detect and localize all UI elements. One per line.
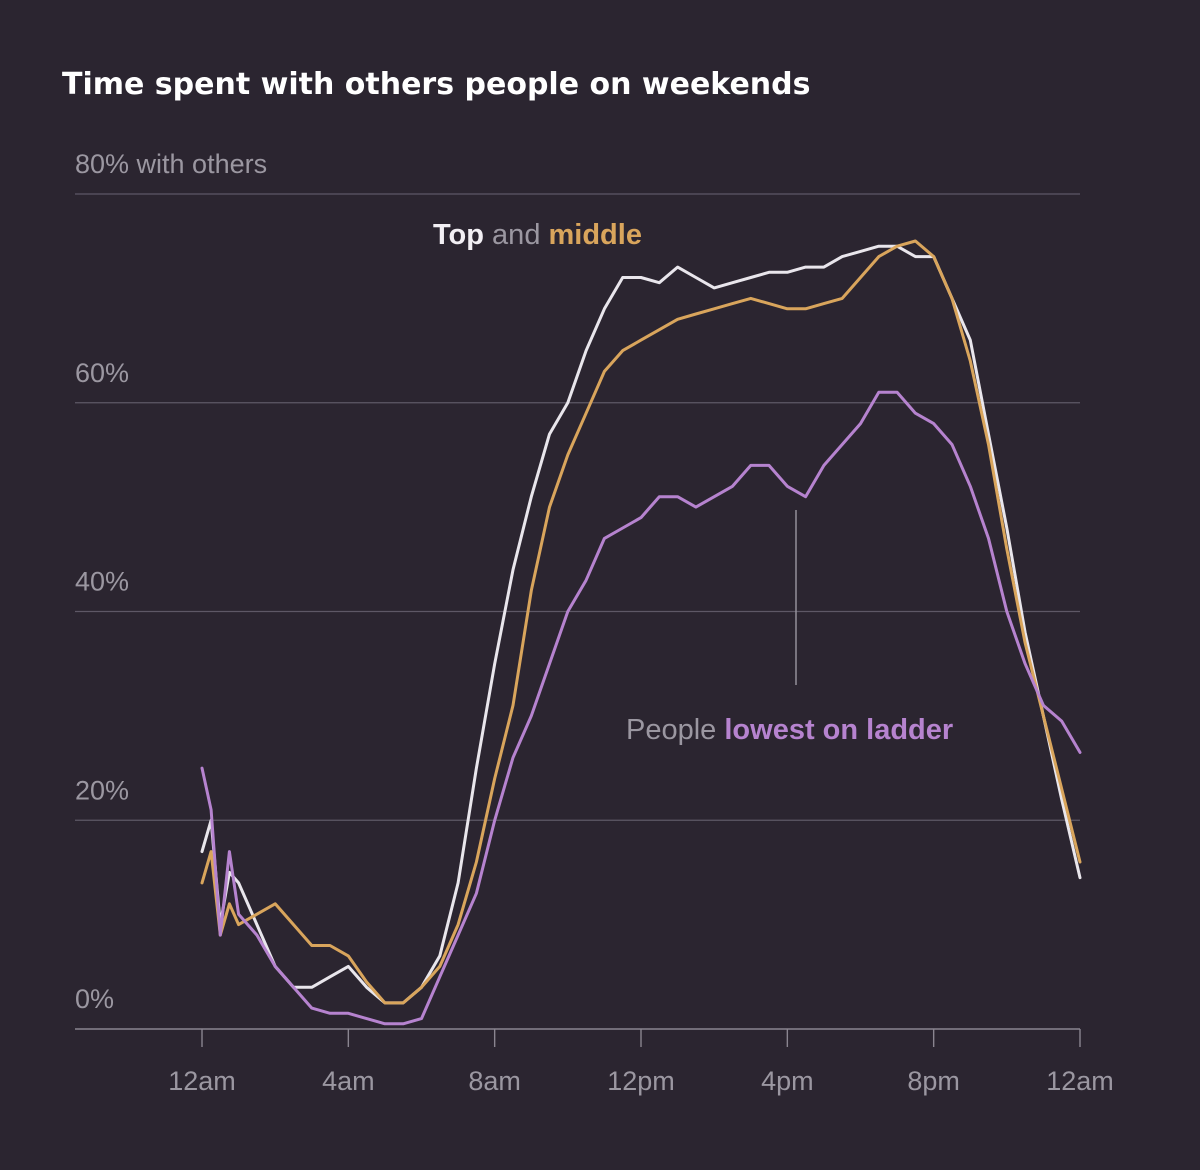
x-axis: 12am 4am 8am 12pm 4pm 8pm 12am	[168, 1029, 1114, 1096]
annotation-and-label: and	[484, 219, 549, 251]
y-tick-label-60: 60%	[75, 358, 129, 388]
y-tick-label-0: 0%	[75, 984, 114, 1014]
annotation-top-label: Top	[433, 219, 484, 251]
x-tick-label-5: 8pm	[907, 1066, 960, 1096]
annotation-top-middle: Top and middle	[433, 219, 642, 251]
x-tick-label-2: 8am	[468, 1066, 521, 1096]
annotation-lowest: People lowest on ladder	[626, 714, 953, 746]
x-tick-label-0: 12am	[168, 1066, 236, 1096]
annotation-middle-label: middle	[549, 219, 642, 251]
series-lines	[200, 239, 1082, 1026]
annotation-lowest-label: lowest on ladder	[724, 714, 953, 746]
x-tick-label-3: 12pm	[607, 1066, 675, 1096]
chart-title: Time spent with others people on weekend…	[62, 67, 811, 102]
x-tick-label-4: 4pm	[761, 1066, 814, 1096]
series-line-top	[200, 244, 1082, 1005]
y-axis-labels: 0% 20% 40% 60% 80% with others	[75, 149, 267, 1014]
y-tick-label-40: 40%	[75, 567, 129, 597]
x-tick-label-1: 4am	[322, 1066, 375, 1096]
x-tick-label-6: 12am	[1046, 1066, 1114, 1096]
annotation-people-label: People	[626, 714, 724, 746]
y-tick-label-80: 80% with others	[75, 149, 267, 179]
series-line-middle	[200, 239, 1082, 1005]
y-tick-label-20: 20%	[75, 775, 129, 805]
series-line-lowest-on-ladder	[200, 390, 1082, 1026]
gridlines	[75, 193, 1080, 821]
